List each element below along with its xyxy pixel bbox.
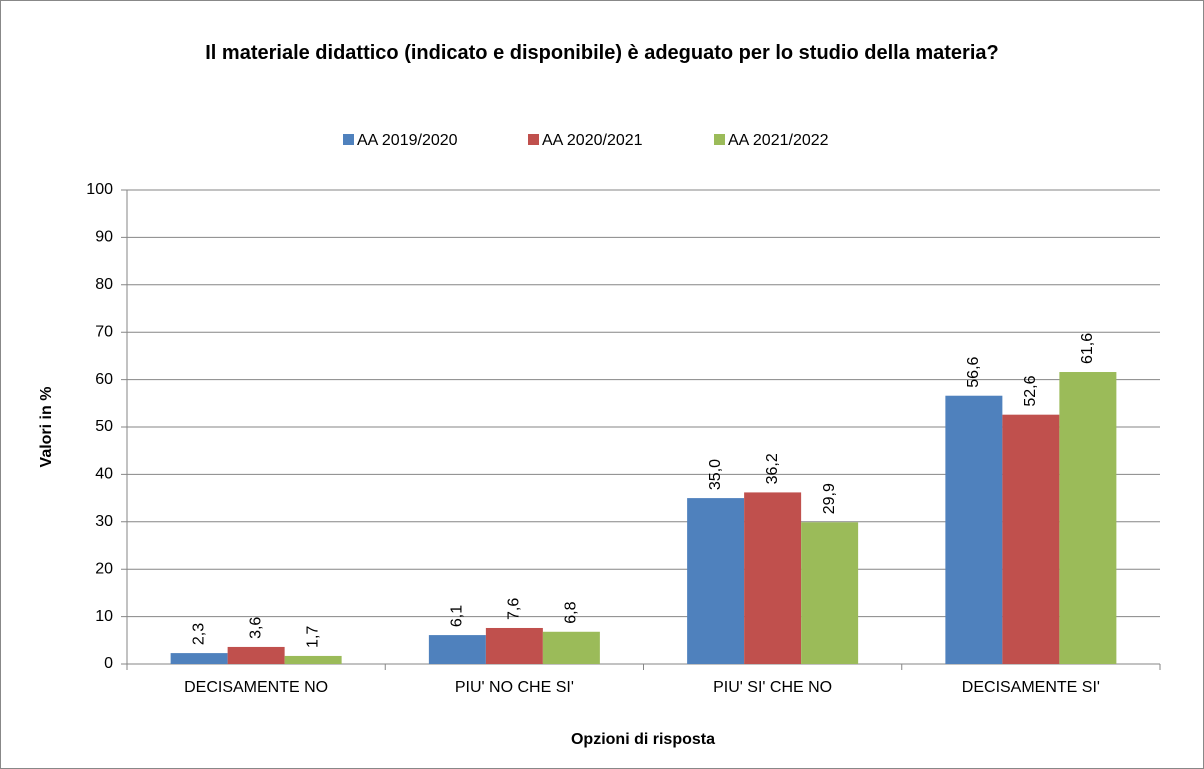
- x-tick-label: PIU' SI' CHE NO: [713, 679, 832, 696]
- y-tick-label: 60: [95, 371, 113, 388]
- legend-label: AA 2019/2020: [357, 132, 458, 149]
- data-label: 56,6: [965, 356, 982, 387]
- bar: [542, 631, 600, 664]
- data-label: 61,6: [1079, 333, 1096, 364]
- legend-label: AA 2021/2022: [728, 132, 829, 149]
- y-tick-label: 10: [95, 608, 113, 625]
- data-label: 7,6: [506, 598, 523, 620]
- x-axis-label: Opzioni di risposta: [571, 731, 715, 748]
- data-label: 29,9: [821, 483, 838, 514]
- bar: [227, 646, 285, 664]
- data-label: 6,1: [449, 605, 466, 627]
- bar: [801, 522, 859, 664]
- y-tick-label: 20: [95, 560, 113, 577]
- legend-swatch: [343, 134, 354, 145]
- bar: [945, 395, 1003, 664]
- y-axis-label: Valori in %: [38, 387, 55, 468]
- chart-title: Il materiale didattico (indicato e dispo…: [205, 42, 999, 64]
- bar: [284, 655, 342, 664]
- data-label: 36,2: [764, 453, 781, 484]
- data-label: 6,8: [563, 601, 580, 623]
- bar: [687, 498, 745, 664]
- x-tick-label: PIU' NO CHE SI': [455, 679, 574, 696]
- data-label: 35,0: [707, 459, 724, 490]
- data-label: 2,3: [190, 623, 207, 645]
- y-tick-label: 40: [95, 466, 113, 483]
- bar: [170, 653, 228, 664]
- y-tick-label: 80: [95, 276, 113, 293]
- y-tick-label: 90: [95, 229, 113, 246]
- x-tick-label: DECISAMENTE SI': [962, 679, 1100, 696]
- y-tick-label: 100: [86, 181, 113, 198]
- y-tick-label: 30: [95, 513, 113, 530]
- bar: [1002, 414, 1060, 664]
- y-tick-label: 70: [95, 323, 113, 340]
- bar: [1059, 372, 1117, 664]
- legend-label: AA 2020/2021: [542, 132, 643, 149]
- bar: [428, 635, 486, 664]
- y-tick-label: 0: [104, 655, 113, 672]
- data-label: 52,6: [1022, 375, 1039, 406]
- data-label: 1,7: [304, 626, 321, 648]
- bar: [485, 627, 543, 664]
- legend-swatch: [528, 134, 539, 145]
- bar: [744, 492, 802, 664]
- legend-swatch: [714, 134, 725, 145]
- y-tick-label: 50: [95, 418, 113, 435]
- x-tick-label: DECISAMENTE NO: [184, 679, 328, 696]
- data-label: 3,6: [247, 617, 264, 639]
